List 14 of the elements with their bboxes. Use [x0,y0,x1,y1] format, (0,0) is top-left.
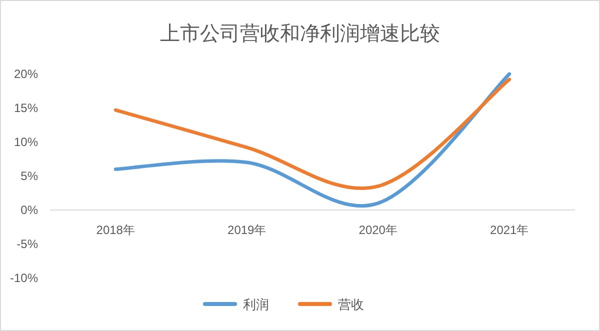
x-tick-label: 2019年 [228,223,266,237]
y-tick-label: 0% [20,203,38,217]
y-tick-label: 20% [14,67,38,81]
x-tick-label: 2020年 [358,223,398,237]
y-tick-label: 10% [14,135,38,149]
y-tick-label: -5% [16,237,38,251]
x-tick-label: 2021年 [490,223,529,237]
chart-title: 上市公司营收和净利润增速比较 [160,23,440,45]
legend-label: 利润 [243,297,269,312]
legend-label: 营收 [338,297,364,312]
y-tick-label: 5% [20,169,38,183]
x-tick-label: 2018年 [96,223,135,237]
y-tick-label: 15% [14,101,38,115]
y-tick-label: -10% [10,271,38,285]
